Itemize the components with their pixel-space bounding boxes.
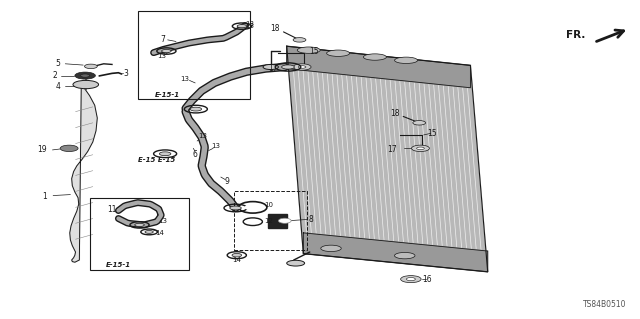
Ellipse shape: [190, 107, 202, 111]
Ellipse shape: [394, 252, 415, 259]
Text: FR.: FR.: [566, 30, 586, 40]
Polygon shape: [303, 233, 488, 272]
Ellipse shape: [401, 276, 421, 283]
Text: E-15-1: E-15-1: [155, 92, 180, 98]
Ellipse shape: [161, 49, 172, 53]
Bar: [90, 198, 189, 270]
Text: 13: 13: [245, 23, 254, 28]
Ellipse shape: [297, 47, 320, 53]
Polygon shape: [70, 85, 97, 262]
Ellipse shape: [298, 66, 306, 68]
Text: 3: 3: [124, 69, 129, 78]
Text: 19: 19: [36, 145, 47, 154]
Text: E-15-1: E-15-1: [106, 262, 131, 268]
Ellipse shape: [135, 223, 145, 226]
Ellipse shape: [244, 204, 261, 211]
Ellipse shape: [278, 218, 291, 223]
Ellipse shape: [159, 152, 171, 156]
Text: 5: 5: [55, 59, 60, 68]
Ellipse shape: [232, 253, 242, 257]
Text: 6: 6: [193, 150, 198, 159]
Text: 17: 17: [387, 145, 397, 154]
Text: 13: 13: [159, 218, 168, 224]
Ellipse shape: [293, 38, 306, 42]
Ellipse shape: [263, 64, 278, 70]
Text: 13: 13: [198, 133, 207, 139]
Text: 4: 4: [55, 82, 60, 91]
Ellipse shape: [81, 74, 90, 77]
Text: 2: 2: [52, 71, 57, 80]
Text: 18: 18: [271, 24, 280, 33]
Ellipse shape: [73, 80, 99, 89]
Text: 8: 8: [308, 215, 313, 224]
Text: 13: 13: [211, 143, 220, 149]
Bar: [234, 191, 307, 250]
Ellipse shape: [60, 145, 78, 152]
Ellipse shape: [145, 230, 154, 234]
Ellipse shape: [293, 64, 311, 70]
Text: 12: 12: [264, 218, 273, 224]
Text: 13: 13: [180, 76, 189, 82]
Text: 1: 1: [42, 192, 47, 201]
Ellipse shape: [237, 25, 247, 28]
Text: 15: 15: [427, 129, 437, 138]
Polygon shape: [287, 46, 470, 88]
Text: 15: 15: [308, 47, 319, 56]
Text: 13: 13: [245, 21, 254, 26]
Ellipse shape: [84, 64, 97, 69]
Text: 10: 10: [264, 202, 273, 208]
Text: 14: 14: [232, 257, 241, 263]
Ellipse shape: [326, 50, 349, 56]
Text: TS84B0510: TS84B0510: [583, 300, 627, 309]
Text: E-15 E-15: E-15 E-15: [138, 157, 175, 163]
Text: 14: 14: [156, 230, 164, 236]
Ellipse shape: [364, 54, 387, 60]
Ellipse shape: [248, 220, 258, 224]
Text: 13: 13: [157, 53, 166, 59]
Ellipse shape: [321, 245, 341, 252]
Ellipse shape: [413, 121, 426, 125]
Ellipse shape: [287, 260, 305, 266]
Polygon shape: [287, 46, 488, 272]
Ellipse shape: [417, 147, 424, 150]
Polygon shape: [268, 214, 287, 228]
Text: 11: 11: [108, 205, 116, 214]
Ellipse shape: [282, 65, 294, 69]
Text: 17: 17: [268, 64, 278, 73]
Text: 16: 16: [422, 275, 432, 284]
Bar: [138, 11, 250, 99]
Ellipse shape: [75, 72, 95, 79]
Ellipse shape: [230, 206, 241, 210]
Text: 18: 18: [390, 109, 399, 118]
Ellipse shape: [395, 57, 418, 63]
Ellipse shape: [406, 278, 415, 281]
Text: 9: 9: [225, 177, 230, 186]
Ellipse shape: [412, 145, 429, 152]
Text: 7: 7: [161, 35, 166, 44]
